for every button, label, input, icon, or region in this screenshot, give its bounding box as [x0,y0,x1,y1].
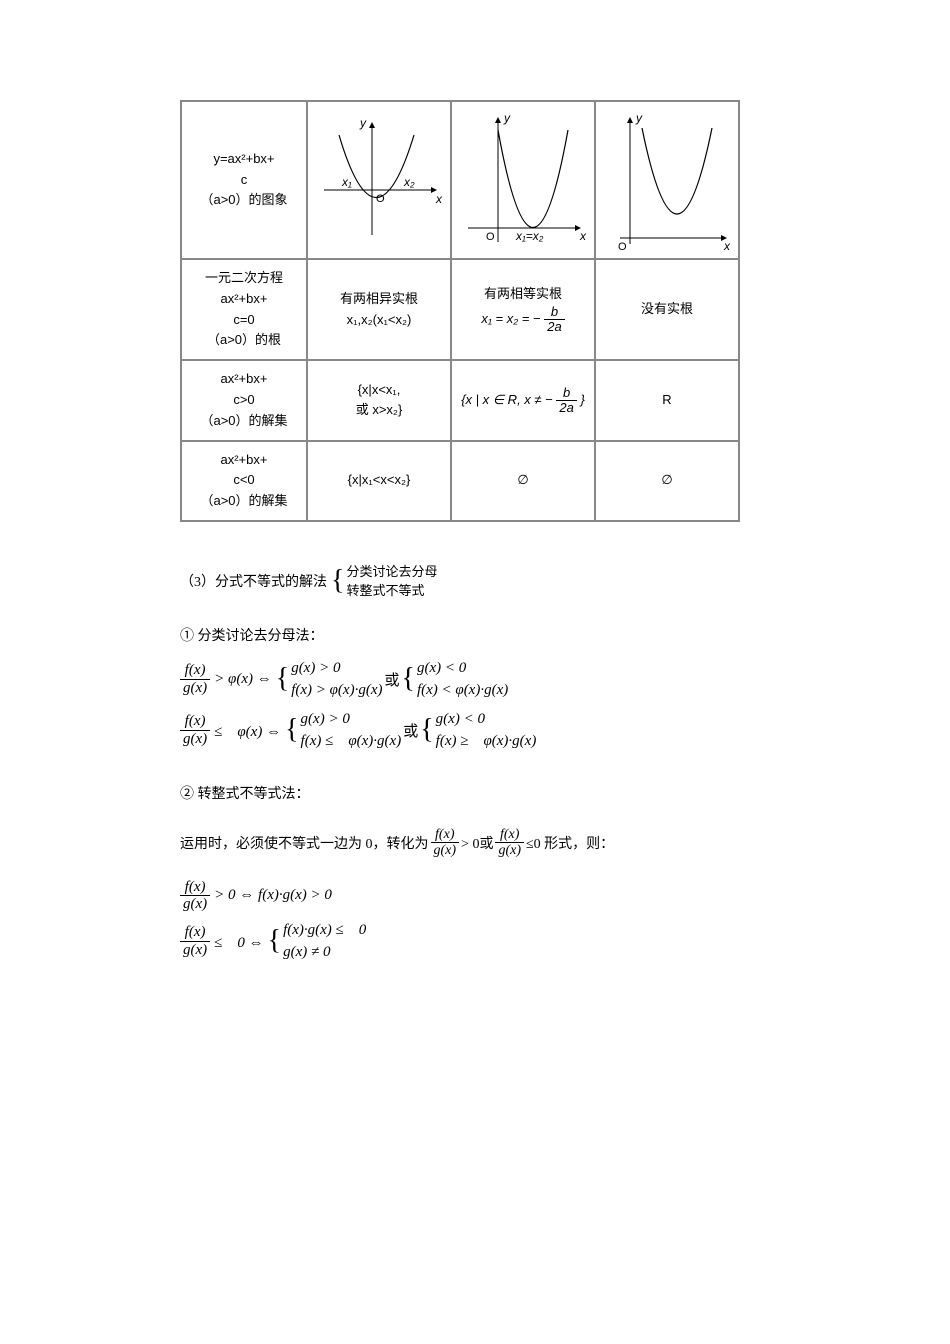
s1l1-b2: f(x) < φ(x)·g(x) [417,679,508,702]
sub1-line1: f(x) g(x) > φ(x) ⇔ { g(x) > 0 f(x) > φ(x… [180,657,770,702]
row2-head-l2: ax²+bx+ [221,291,268,306]
s2-intro-num2: f(x) [495,827,524,843]
s1l1-den: g(x) [180,680,210,697]
svg-text:y: y [635,111,643,125]
row2-head: 一元二次方程 ax²+bx+ c=0 （a>0）的根 [181,259,307,360]
s2-intro-post: ≤0 形式，则： [526,833,614,853]
sub2-heading: ② 转整式不等式法： [180,783,770,803]
svg-text:x₁: x₁ [341,175,352,189]
row2-colB: 有两相等实根 x₁ = x₂ = − b 2a [451,259,595,360]
row4-colC: ∅ [595,441,739,521]
s2b-r2: g(x) ≠ 0 [283,941,366,964]
s1l2-num: f(x) [180,713,210,731]
s2a-num: f(x) [180,879,210,897]
svg-text:x₂: x₂ [403,175,415,189]
s1l1-a2: f(x) > φ(x)·g(x) [291,679,382,702]
s1l1-num: f(x) [180,662,210,680]
row1-head-l1: y=ax²+bx+ [213,151,274,166]
s1l2-b2: f(x) ≥ φ(x)·g(x) [436,730,537,753]
row2-head-l4: （a>0）的根 [207,332,281,347]
row4-head-l2: c<0 [233,472,254,487]
svg-text:x: x [435,192,443,206]
s1l2-or: 或 [403,720,418,741]
s2a-rhs: > 0 ⇔ f(x)·g(x) > 0 [214,887,332,904]
row4-head: ax²+bx+ c<0 （a>0）的解集 [181,441,307,521]
row2-colA: 有两相异实根 x₁,x₂(x₁<x₂) [307,259,451,360]
row3-colA-l2: 或 x>x₂} [356,402,403,417]
row2-colA-l1: 有两相异实根 [340,291,418,306]
graph-two-roots: x y O x₁ x₂ [307,101,451,259]
row3-colB-pre: {x | x ∈ R, x ≠ − [461,392,553,407]
row2-colC: 没有实根 [595,259,739,360]
graph-no-root: x y O [595,101,739,259]
s1l2-den: g(x) [180,731,210,748]
svg-text:y: y [359,116,367,130]
row2-head-l3: c=0 [233,312,254,327]
s2-intro-mid1: > 0或 [461,833,493,853]
row1-head-l2: c [241,172,248,187]
row3-head-l1: ax²+bx+ [221,371,268,386]
row3-colB-den: 2a [556,401,576,415]
s2b-r1: f(x)·g(x) ≤ 0 [283,919,366,942]
sub2-intro: 运用时，必须使不等式一边为 0，转化为 f(x) g(x) > 0或 f(x) … [180,827,770,859]
svg-text:O: O [376,193,385,205]
section3-line: （3）分式不等式的解法 { 分类讨论去分母 转整式不等式 [180,562,770,601]
s1l1-a1: g(x) > 0 [291,657,382,680]
s1l2-a2: f(x) ≤ φ(x)·g(x) [301,730,402,753]
row1-head: y=ax²+bx+ c （a>0）的图象 [181,101,307,259]
svg-text:y: y [503,111,511,125]
sub2-lineA: f(x) g(x) > 0 ⇔ f(x)·g(x) > 0 [180,879,770,913]
s1l1-or: 或 [384,669,399,690]
row3-colA: {x|x<x₁, 或 x>x₂} [307,360,451,440]
row3-head: ax²+bx+ c>0 （a>0）的解集 [181,360,307,440]
s2b-num: f(x) [180,924,210,942]
row3-colC: R [595,360,739,440]
svg-text:x: x [723,239,731,250]
s2-intro-num: f(x) [431,827,460,843]
svg-text:O: O [486,231,495,243]
svg-text:x: x [579,229,587,243]
row2-colB-lhs: x₁ = x₂ = − [481,311,540,326]
s1l2-rel: ≤ φ(x) ⇔ [214,720,281,741]
s2a-den: g(x) [180,896,210,913]
s2b-den: g(x) [180,942,210,959]
row2-colB-num: b [544,305,564,320]
row4-head-l3: （a>0）的解集 [200,493,287,508]
sub1-line2: f(x) g(x) ≤ φ(x) ⇔ { g(x) > 0 f(x) ≤ φ(x… [180,708,770,753]
row3-colA-l1: {x|x<x₁, [358,382,401,397]
quadratic-summary-table: y=ax²+bx+ c （a>0）的图象 x y O x₁ x₂ [180,100,740,522]
row4-colB: ∅ [451,441,595,521]
s1l2-a1: g(x) > 0 [301,708,402,731]
svg-text:O: O [618,241,627,250]
section3-label: （3）分式不等式的解法 [180,571,327,591]
sub1-heading: ① 分类讨论去分母法： [180,625,770,645]
row2-colA-l2: x₁,x₂(x₁<x₂) [347,312,412,327]
row2-head-l1: 一元二次方程 [205,270,283,285]
row2-colB-den: 2a [544,320,564,334]
row1-head-l3: （a>0）的图象 [200,192,287,207]
row4-colA: {x|x₁<x<x₂} [307,441,451,521]
svg-text:x₁=x₂: x₁=x₂ [515,229,544,243]
s1l1-b1: g(x) < 0 [417,657,508,680]
s2-intro-den: g(x) [431,843,460,858]
row3-head-l2: c>0 [233,392,254,407]
row3-colB: {x | x ∈ R, x ≠ − b 2a } [451,360,595,440]
row3-colB-num: b [556,386,576,401]
s1l1-rel: > φ(x) ⇔ [214,671,272,688]
s2-intro-den2: g(x) [495,843,524,858]
sec3-opt2: 转整式不等式 [346,581,437,601]
row3-head-l3: （a>0）的解集 [200,413,287,428]
s2b-rel: ≤ 0 ⇔ [214,931,263,952]
s2-intro-pre: 运用时，必须使不等式一边为 0，转化为 [180,833,429,853]
sub2-lineB: f(x) g(x) ≤ 0 ⇔ { f(x)·g(x) ≤ 0 g(x) ≠ 0 [180,919,770,964]
graph-one-root: x y O x₁=x₂ [451,101,595,259]
row2-colB-l1: 有两相等实根 [484,286,562,301]
row4-head-l1: ax²+bx+ [221,452,268,467]
s1l2-b1: g(x) < 0 [436,708,537,731]
row3-colB-post: } [580,392,584,407]
sec3-opt1: 分类讨论去分母 [346,562,437,582]
